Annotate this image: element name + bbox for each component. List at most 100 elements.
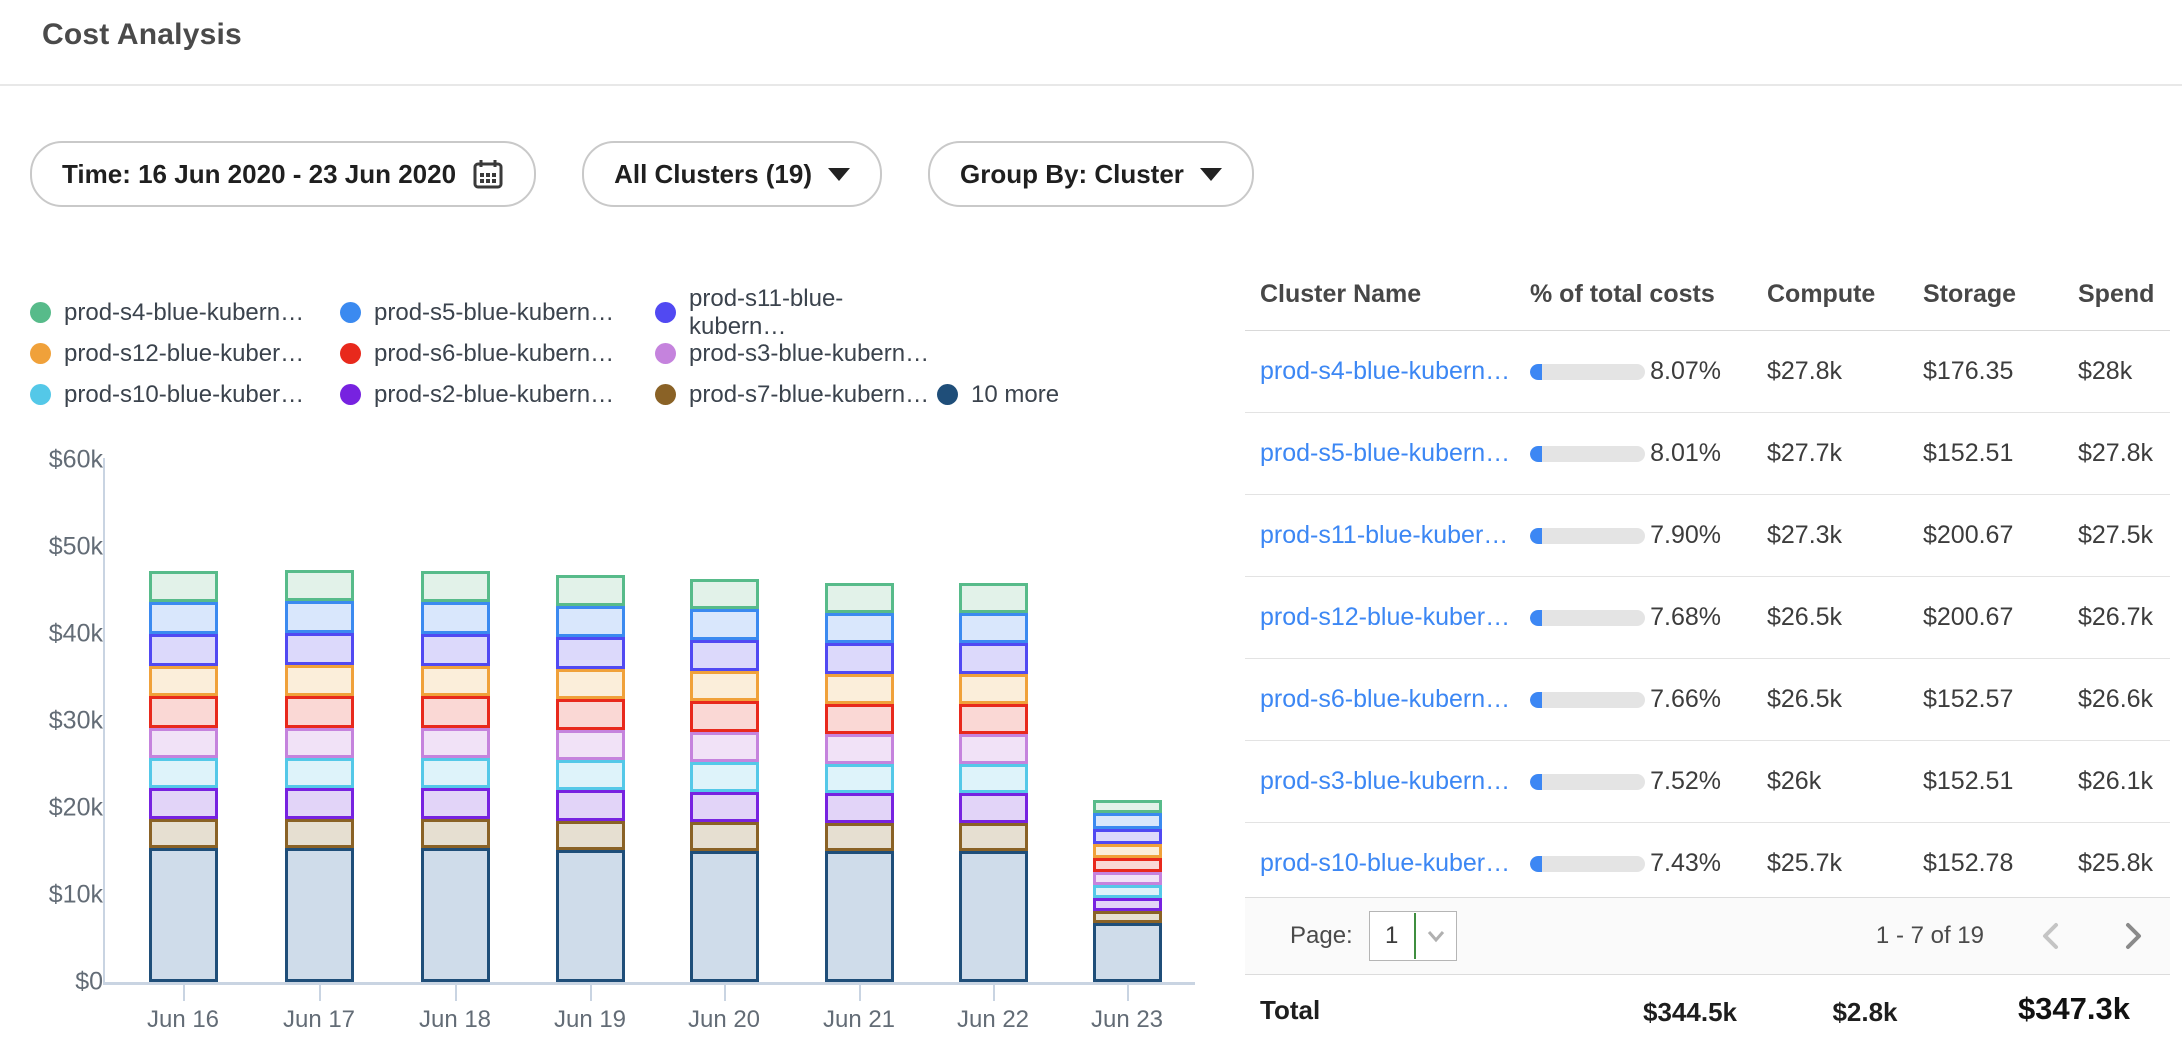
- bar-segment[interactable]: [959, 823, 1028, 851]
- bar-segment[interactable]: [556, 575, 625, 606]
- bar-segment[interactable]: [690, 792, 759, 822]
- bar-segment[interactable]: [421, 788, 490, 819]
- bar-segment[interactable]: [690, 851, 759, 982]
- bar-segment[interactable]: [1093, 911, 1162, 923]
- bar-segment[interactable]: [825, 823, 894, 851]
- bar-segment[interactable]: [285, 758, 354, 788]
- bar-segment[interactable]: [421, 848, 490, 982]
- page-select[interactable]: 1: [1368, 911, 1457, 961]
- bar-segment[interactable]: [959, 643, 1028, 674]
- legend-item[interactable]: prod-s10-blue-kuber…: [30, 381, 340, 409]
- cluster-name-link[interactable]: prod-s3-blue-kubern…: [1260, 767, 1511, 795]
- bar-segment[interactable]: [1093, 813, 1162, 829]
- bar-segment[interactable]: [149, 728, 218, 758]
- next-page-button[interactable]: [2118, 921, 2148, 951]
- bar-segment[interactable]: [149, 696, 218, 728]
- bar-segment[interactable]: [959, 583, 1028, 613]
- cluster-name-link[interactable]: prod-s6-blue-kubern…: [1260, 685, 1511, 713]
- bar-segment[interactable]: [1093, 885, 1162, 898]
- bar-segment[interactable]: [149, 666, 218, 696]
- bar-segment[interactable]: [1093, 923, 1162, 982]
- bar-segment[interactable]: [690, 762, 759, 792]
- bar-segment[interactable]: [285, 728, 354, 758]
- bar-segment[interactable]: [556, 850, 625, 982]
- bar-segment[interactable]: [421, 571, 490, 602]
- bar-segment[interactable]: [690, 671, 759, 701]
- bar-segment[interactable]: [959, 793, 1028, 823]
- bar-segment[interactable]: [825, 583, 894, 613]
- bar-segment[interactable]: [825, 704, 894, 734]
- bar-segment[interactable]: [556, 699, 625, 730]
- time-range-filter-button[interactable]: Time: 16 Jun 2020 - 23 Jun 2020: [30, 141, 537, 207]
- legend-item[interactable]: prod-s3-blue-kubern…: [655, 340, 937, 368]
- bar-segment[interactable]: [421, 634, 490, 666]
- bar-segment[interactable]: [149, 819, 218, 848]
- bar-segment[interactable]: [149, 571, 218, 602]
- bar-segment[interactable]: [421, 758, 490, 788]
- bar-segment[interactable]: [690, 579, 759, 609]
- bar-segment[interactable]: [825, 764, 894, 793]
- bar-segment[interactable]: [959, 613, 1028, 643]
- bar-segment[interactable]: [556, 637, 625, 669]
- bar-segment[interactable]: [285, 570, 354, 601]
- bar-segment[interactable]: [285, 788, 354, 819]
- legend-item[interactable]: 10 more: [937, 381, 1059, 409]
- bar-segment[interactable]: [421, 666, 490, 696]
- bar-segment[interactable]: [149, 634, 218, 666]
- bar-segment[interactable]: [690, 822, 759, 851]
- bar-segment[interactable]: [1093, 898, 1162, 911]
- bar-segment[interactable]: [690, 609, 759, 640]
- bar-segment[interactable]: [149, 788, 218, 819]
- clusters-filter-dropdown[interactable]: All Clusters (19): [582, 141, 883, 207]
- bar-segment[interactable]: [825, 851, 894, 982]
- bar-segment[interactable]: [421, 602, 490, 634]
- previous-page-button[interactable]: [2036, 921, 2066, 951]
- cluster-name-link[interactable]: prod-s11-blue-kuber…: [1260, 521, 1509, 549]
- bar-segment[interactable]: [690, 732, 759, 762]
- cluster-name-link[interactable]: prod-s4-blue-kubern…: [1260, 357, 1511, 385]
- bar-segment[interactable]: [556, 669, 625, 699]
- bar-segment[interactable]: [959, 704, 1028, 734]
- bar-segment[interactable]: [825, 793, 894, 823]
- bar-segment[interactable]: [556, 760, 625, 790]
- legend-item[interactable]: prod-s4-blue-kubern…: [30, 299, 340, 327]
- bar-segment[interactable]: [1093, 800, 1162, 813]
- bar-segment[interactable]: [825, 674, 894, 704]
- bar-segment[interactable]: [825, 734, 894, 764]
- bar-segment[interactable]: [421, 696, 490, 728]
- legend-item[interactable]: prod-s2-blue-kubern…: [340, 381, 655, 409]
- bar-segment[interactable]: [1093, 829, 1162, 844]
- group-by-dropdown[interactable]: Group By: Cluster: [928, 141, 1254, 207]
- bar-segment[interactable]: [825, 613, 894, 643]
- bar-segment[interactable]: [285, 696, 354, 728]
- bar-segment[interactable]: [285, 665, 354, 696]
- bar-segment[interactable]: [285, 601, 354, 633]
- legend-item[interactable]: prod-s11-blue-kubern…: [655, 285, 937, 341]
- bar-segment[interactable]: [959, 764, 1028, 793]
- bar-segment[interactable]: [1093, 858, 1162, 872]
- bar-segment[interactable]: [959, 734, 1028, 764]
- bar-segment[interactable]: [825, 643, 894, 674]
- cluster-name-link[interactable]: prod-s10-blue-kuber…: [1260, 849, 1511, 877]
- legend-item[interactable]: prod-s12-blue-kuber…: [30, 340, 340, 368]
- bar-segment[interactable]: [959, 851, 1028, 982]
- bar-segment[interactable]: [556, 606, 625, 637]
- bar-segment[interactable]: [1093, 844, 1162, 858]
- bar-segment[interactable]: [285, 848, 354, 982]
- bar-segment[interactable]: [556, 790, 625, 821]
- cluster-name-link[interactable]: prod-s5-blue-kubern…: [1260, 439, 1511, 467]
- bar-segment[interactable]: [149, 758, 218, 788]
- legend-item[interactable]: prod-s7-blue-kubern…: [655, 381, 937, 409]
- bar-segment[interactable]: [421, 819, 490, 848]
- bar-segment[interactable]: [285, 633, 354, 665]
- legend-item[interactable]: prod-s5-blue-kubern…: [340, 299, 655, 327]
- legend-item[interactable]: prod-s6-blue-kubern…: [340, 340, 655, 368]
- cluster-name-link[interactable]: prod-s12-blue-kuber…: [1260, 603, 1511, 631]
- bar-segment[interactable]: [1093, 872, 1162, 885]
- bar-segment[interactable]: [285, 819, 354, 848]
- bar-segment[interactable]: [690, 640, 759, 671]
- bar-segment[interactable]: [959, 674, 1028, 704]
- bar-segment[interactable]: [690, 701, 759, 732]
- bar-segment[interactable]: [421, 728, 490, 758]
- bar-segment[interactable]: [556, 730, 625, 760]
